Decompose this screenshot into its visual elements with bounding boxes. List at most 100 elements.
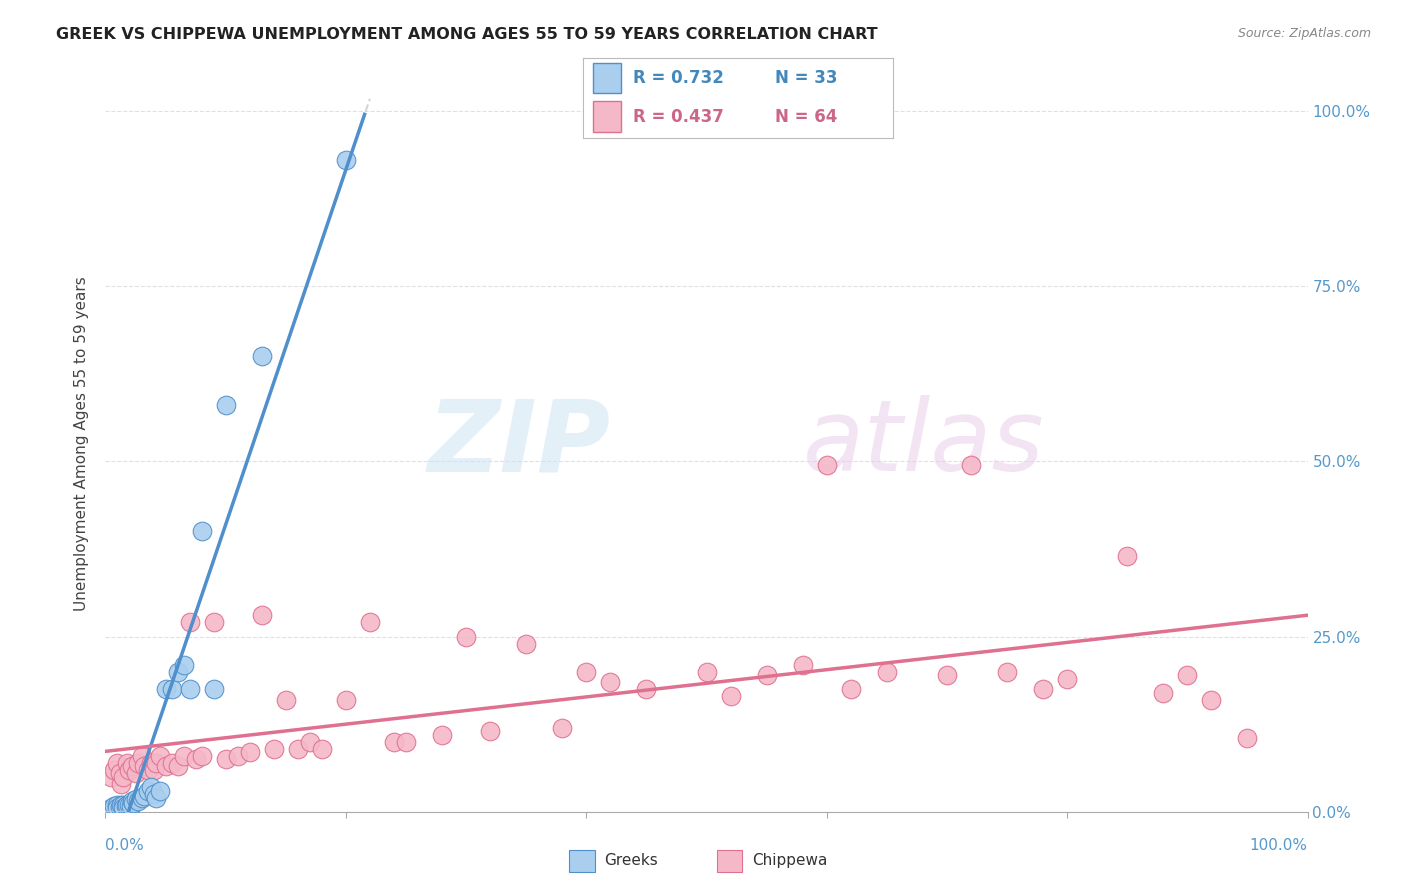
Point <box>139 780 162 794</box>
Point <box>121 759 143 773</box>
Text: atlas: atlas <box>803 395 1045 492</box>
Point <box>100 770 122 784</box>
Bar <box>593 102 620 132</box>
Point <box>202 615 225 630</box>
Point <box>239 745 262 759</box>
Point <box>155 759 177 773</box>
Point <box>121 794 143 808</box>
Point <box>115 756 138 770</box>
Point <box>454 630 477 644</box>
Point <box>696 665 718 679</box>
Point <box>160 681 183 696</box>
Point <box>1116 549 1139 563</box>
Point <box>636 681 658 696</box>
Point <box>214 752 236 766</box>
Point <box>1236 731 1258 746</box>
Point <box>815 458 838 472</box>
Point <box>179 681 201 696</box>
Point <box>155 681 177 696</box>
Point <box>118 797 141 812</box>
Text: N = 64: N = 64 <box>775 108 838 126</box>
Text: GREEK VS CHIPPEWA UNEMPLOYMENT AMONG AGES 55 TO 59 YEARS CORRELATION CHART: GREEK VS CHIPPEWA UNEMPLOYMENT AMONG AGE… <box>56 27 877 42</box>
Point <box>202 681 225 696</box>
Point <box>190 748 212 763</box>
Point <box>136 763 159 777</box>
Point <box>179 615 201 630</box>
Point <box>173 748 195 763</box>
Point <box>359 615 381 630</box>
Point <box>335 692 357 706</box>
Point <box>250 608 273 623</box>
Point <box>124 792 146 806</box>
Point <box>430 728 453 742</box>
Point <box>108 766 131 780</box>
Point <box>131 790 153 805</box>
Point <box>115 797 138 812</box>
Point <box>166 759 188 773</box>
Point <box>936 668 959 682</box>
Point <box>120 799 142 814</box>
Point <box>115 799 138 814</box>
Point <box>263 741 285 756</box>
Point <box>720 689 742 703</box>
Point <box>190 524 212 539</box>
Text: 100.0%: 100.0% <box>1250 838 1308 853</box>
Point <box>107 756 129 770</box>
Point <box>876 665 898 679</box>
Point <box>132 789 155 804</box>
Point <box>145 756 167 770</box>
Point <box>551 721 574 735</box>
Text: Greeks: Greeks <box>605 854 658 868</box>
Point <box>184 752 207 766</box>
Point <box>1032 681 1054 696</box>
Point <box>112 801 135 815</box>
Point <box>139 756 162 770</box>
Point <box>274 692 297 706</box>
Point <box>136 783 159 797</box>
Text: R = 0.732: R = 0.732 <box>633 69 724 87</box>
Point <box>110 777 132 791</box>
Point <box>110 797 132 812</box>
Point <box>173 657 195 672</box>
Point <box>1056 672 1078 686</box>
Point <box>298 734 321 748</box>
Point <box>127 756 149 770</box>
Point <box>214 398 236 412</box>
Text: R = 0.437: R = 0.437 <box>633 108 724 126</box>
Point <box>382 734 405 748</box>
Text: N = 33: N = 33 <box>775 69 838 87</box>
Point <box>960 458 983 472</box>
Point <box>145 790 167 805</box>
Text: ZIP: ZIP <box>427 395 610 492</box>
Point <box>755 668 778 682</box>
Point <box>335 153 357 167</box>
Point <box>148 783 170 797</box>
Point <box>226 748 249 763</box>
Point <box>108 799 131 814</box>
Point <box>112 797 135 812</box>
Point <box>479 724 502 739</box>
Text: 0.0%: 0.0% <box>105 838 145 853</box>
Point <box>127 794 149 808</box>
Point <box>1201 692 1223 706</box>
Point <box>839 681 862 696</box>
Point <box>132 759 155 773</box>
Point <box>311 741 333 756</box>
Point <box>575 665 598 679</box>
Point <box>250 349 273 363</box>
Point <box>118 763 141 777</box>
Y-axis label: Unemployment Among Ages 55 to 59 years: Unemployment Among Ages 55 to 59 years <box>75 277 90 611</box>
Point <box>142 787 165 801</box>
Point <box>1175 668 1198 682</box>
Point <box>1152 685 1174 699</box>
Point <box>124 766 146 780</box>
Point <box>142 763 165 777</box>
Point <box>112 770 135 784</box>
Point <box>599 675 621 690</box>
Point <box>131 748 153 763</box>
Text: Source: ZipAtlas.com: Source: ZipAtlas.com <box>1237 27 1371 40</box>
Point <box>160 756 183 770</box>
Point <box>122 797 145 811</box>
Point <box>100 801 122 815</box>
Point <box>287 741 309 756</box>
